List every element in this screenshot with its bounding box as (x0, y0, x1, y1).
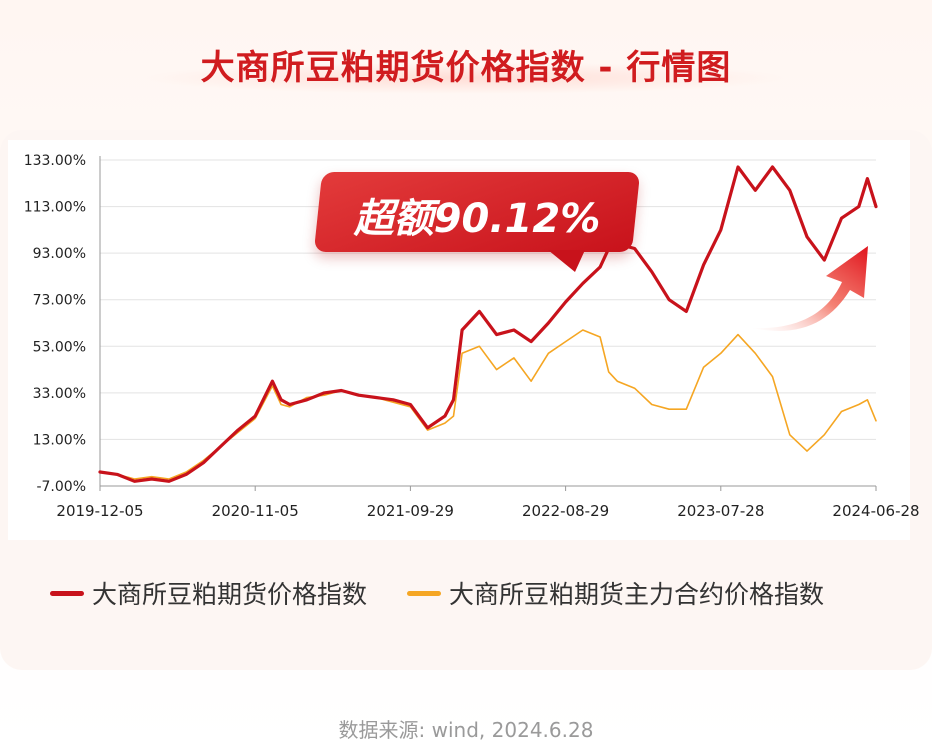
legend-swatch-red (50, 590, 84, 596)
title-glow (140, 62, 790, 94)
y-axis: 133.00% 113.00% 93.00% 73.00% 53.00% 33.00% 13… (24, 153, 101, 495)
y-tick-label: 113.00% (24, 200, 86, 216)
x-axis: 2019-12-05 2020-11-05 2021-09-29 2022-08-29… (56, 485, 920, 520)
data-source: 数据来源: wind, 2024.6.28 (338, 718, 594, 742)
x-tick-label: 2022-08-29 (522, 502, 609, 520)
legend-item-index: 大商所豆粕期货价格指数 (50, 575, 367, 611)
legend-swatch-orange (407, 590, 442, 596)
y-tick-label: 53.00% (33, 339, 86, 355)
x-tick-label: 2020-11-05 (212, 502, 299, 520)
x-tick-label: 2021-09-29 (367, 502, 454, 520)
legend-label-main-contract: 大商所豆粕期货主力合约价格指数 (449, 580, 825, 609)
x-tick-label: 2024-06-28 (832, 502, 919, 520)
series-line-index (98, 165, 878, 483)
x-tick-label: 2023-07-28 (677, 502, 764, 520)
series-lines (98, 165, 878, 483)
up-arrow-icon (752, 246, 868, 331)
excess-return-text: 超额90.12% (353, 196, 601, 242)
y-tick-label: 133.00% (24, 153, 86, 169)
y-tick-label: 93.00% (33, 246, 86, 262)
legend: 大商所豆粕期货价格指数 大商所豆粕期货主力合约价格指数 (50, 573, 864, 613)
legend-item-main-contract: 大商所豆粕期货主力合约价格指数 (407, 575, 824, 611)
y-tick-label: 73.00% (33, 293, 86, 309)
page-title: 大商所豆粕期货价格指数 - 行情图 (200, 48, 732, 88)
y-tick-label: 33.00% (33, 386, 86, 402)
x-tick-label: 2019-12-05 (56, 502, 143, 520)
y-tick-label: 13.00% (33, 432, 86, 448)
legend-label-index: 大商所豆粕期货价格指数 (92, 580, 368, 609)
series-line-main-contract (99, 329, 877, 480)
y-tick-label: -7.00% (36, 479, 86, 495)
